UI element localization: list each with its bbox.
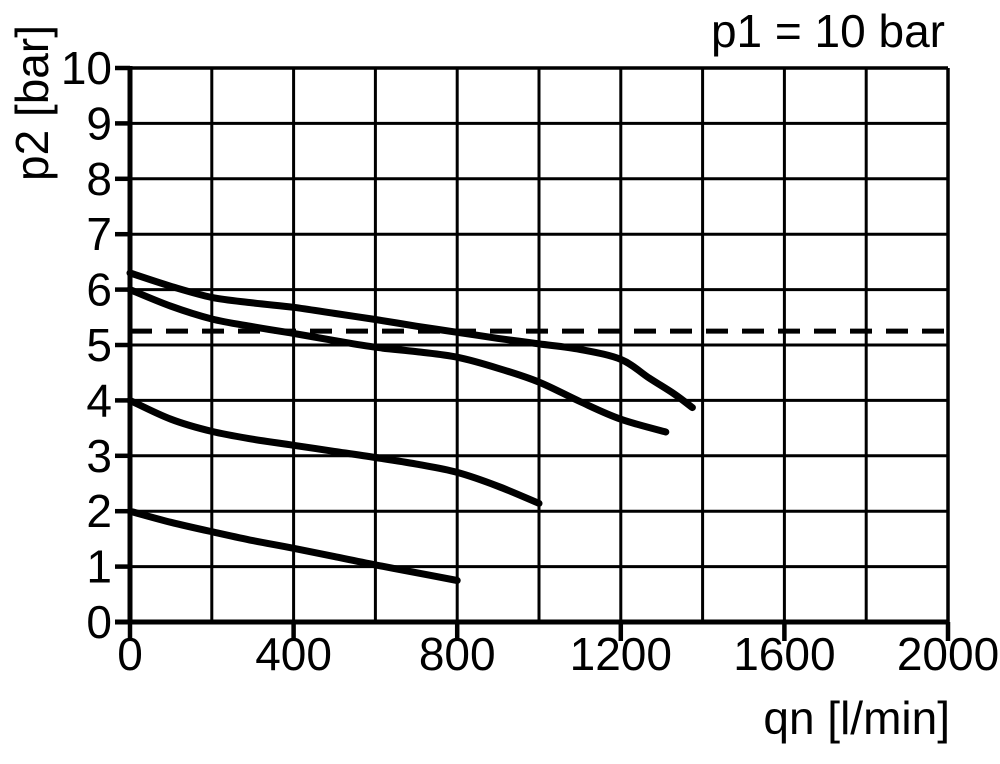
x-tick-label: 0: [117, 628, 143, 680]
y-tick-label: 5: [86, 319, 112, 371]
x-tick-label: 400: [255, 628, 332, 680]
y-tick-label: 8: [86, 153, 112, 205]
y-tick-label: 3: [86, 430, 112, 482]
x-axis-label: qn [l/min]: [763, 692, 950, 744]
y-tick-label: 6: [86, 264, 112, 316]
y-tick-label: 2: [86, 485, 112, 537]
y-axis-label: p2 [bar]: [6, 25, 58, 181]
curve-p2-setting-4.0-bar: [126, 396, 543, 507]
y-tick-label: 1: [86, 541, 112, 593]
y-tick-label: 9: [86, 97, 112, 149]
inlet-pressure-annotation: p1 = 10 bar: [711, 5, 945, 57]
y-tick-label: 4: [86, 374, 112, 426]
x-tick-label: 800: [419, 628, 496, 680]
x-tick-label: 1600: [733, 628, 835, 680]
x-tick-label: 2000: [897, 628, 999, 680]
curve-p2-setting-2.0-bar: [126, 507, 461, 584]
y-tick-label: 0: [86, 596, 112, 648]
y-tick-label: 10: [61, 42, 112, 94]
curve-p2-setting-6.0-bar: [126, 286, 670, 436]
y-tick-label: 7: [86, 208, 112, 260]
curve-p2-setting-6.3-bar: [126, 269, 696, 412]
x-tick-label: 1200: [570, 628, 672, 680]
